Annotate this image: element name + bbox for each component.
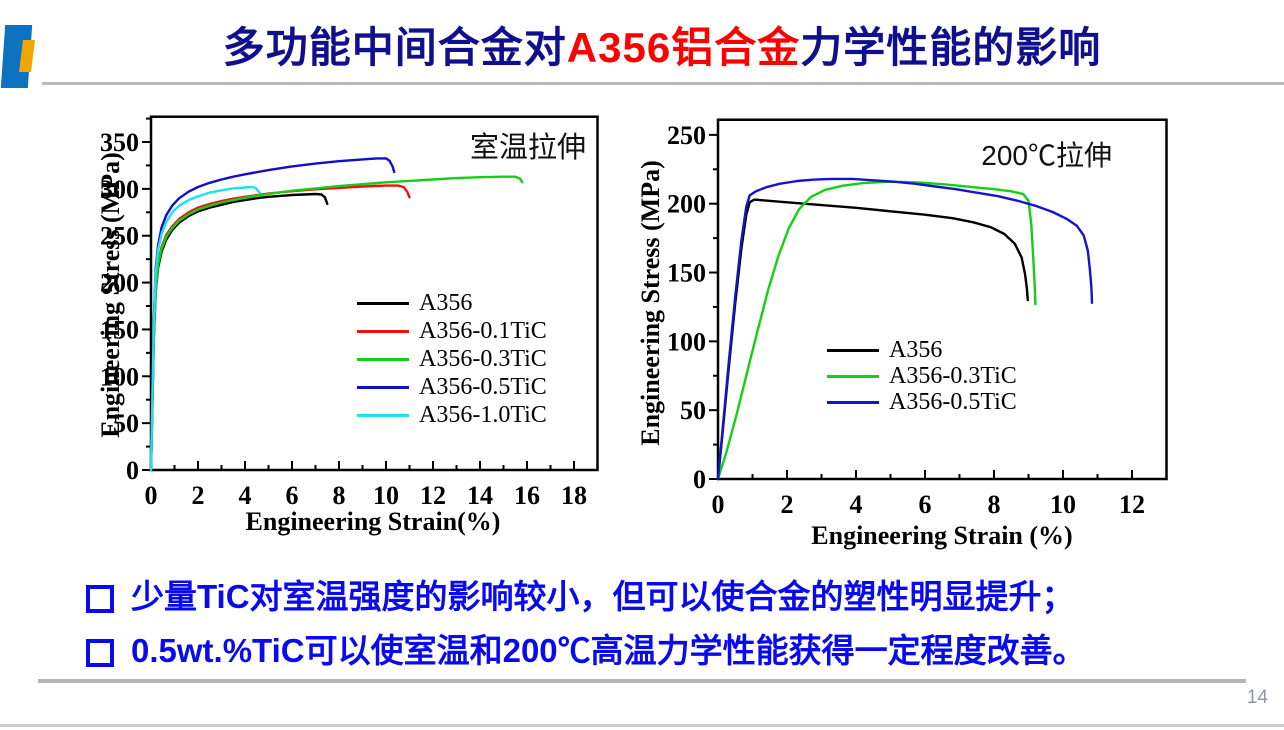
svg-text:6: 6	[919, 490, 932, 519]
legend-item: A356-0.5TiC	[357, 373, 547, 401]
svg-text:0: 0	[145, 481, 158, 510]
right-chart-annotation: 200℃拉伸	[981, 140, 1112, 171]
bullet-text: 少量TiC对室温强度的影响较小，但可以使合金的塑性明显提升；	[131, 578, 1075, 615]
svg-text:150: 150	[667, 259, 706, 288]
svg-text:2: 2	[192, 481, 205, 510]
room-temp-tensile-plot: 0 2 4 6 8 10 12 14 16 18 0 50 100 150 200 250 300 350	[100, 115, 599, 510]
svg-text:14: 14	[467, 481, 493, 510]
legend-swatch	[357, 357, 409, 361]
legend-swatch	[357, 329, 409, 333]
svg-text:150: 150	[100, 315, 139, 344]
left-chart-x-axis-label: Engineering Strain(%)	[245, 507, 501, 536]
series-curve-A356-0.3TiC	[149, 175, 524, 472]
bottom-edge-line	[0, 724, 1284, 727]
legend-label: A356-0.3TiC	[889, 362, 1017, 389]
svg-text:2: 2	[781, 490, 794, 519]
svg-text:300: 300	[100, 175, 139, 204]
bullet-text: 0.5wt.%TiC可以使室温和200℃高温力学性能获得一定程度改善。	[131, 632, 1086, 669]
legend-label: A356-0.3TiC	[419, 345, 547, 372]
bullet-square-icon	[86, 585, 114, 613]
svg-text:100: 100	[100, 362, 139, 391]
legend-item: A356	[357, 289, 547, 317]
left-chart-annotation: 室温拉伸	[469, 132, 586, 164]
title-suffix: 力学性能的影响	[800, 24, 1102, 71]
logo-orange-bar	[19, 40, 35, 72]
legend-swatch	[357, 385, 409, 389]
svg-text:4: 4	[850, 490, 863, 519]
svg-text:250: 250	[667, 121, 706, 150]
bullet-item: 0.5wt.%TiC可以使室温和200℃高温力学性能获得一定程度改善。	[86, 630, 1254, 671]
svg-text:6: 6	[286, 481, 299, 510]
svg-text:350: 350	[100, 128, 139, 157]
title-divider	[42, 82, 1284, 85]
svg-text:16: 16	[514, 481, 540, 510]
series-curve-A356-0.3TiC	[716, 180, 1037, 481]
svg-text:8: 8	[988, 490, 1001, 519]
svg-text:8: 8	[333, 481, 346, 510]
svg-text:200: 200	[667, 190, 706, 219]
right-chart-y-axis-label: Engineering Stress (MPa)	[636, 160, 665, 446]
legend-label: A356-1.0TiC	[419, 401, 547, 428]
legend-item: A356-0.5TiC	[827, 389, 1017, 415]
svg-text:10: 10	[1050, 490, 1076, 519]
legend-label: A356-0.5TiC	[419, 373, 547, 400]
legend-label: A356-0.1TiC	[419, 317, 547, 344]
legend-swatch	[827, 374, 879, 378]
title-highlight: A356铝合金	[566, 24, 801, 71]
svg-text:0: 0	[126, 456, 139, 485]
svg-text:0: 0	[693, 465, 706, 494]
legend-swatch	[827, 400, 879, 404]
legend-swatch	[357, 301, 409, 305]
series-curve-A356-0.5TiC	[716, 177, 1094, 481]
legend-swatch	[827, 348, 879, 352]
series-curve-A356	[149, 192, 329, 472]
page-title: 多功能中间合金对A356铝合金力学性能的影响	[60, 14, 1264, 75]
bullet-item: 少量TiC对室温强度的影响较小，但可以使合金的塑性明显提升；	[86, 576, 1254, 617]
title-prefix: 多功能中间合金对	[222, 24, 567, 71]
right-chart-x-axis-label: Engineering Strain (%)	[811, 521, 1073, 550]
left-chart-legend: A356 A356-0.1TiC A356-0.3TiC A356-0.5TiC A35…	[357, 289, 547, 429]
svg-text:50: 50	[680, 396, 706, 425]
high-temp-tensile-plot: 0 2 4 6 8 10 12 0 50 100 150 200 250	[667, 118, 1168, 519]
legend-item: A356-0.1TiC	[357, 317, 547, 345]
page-number: 14	[1246, 687, 1268, 708]
svg-text:0: 0	[712, 490, 725, 519]
legend-item: A356-0.3TiC	[827, 363, 1017, 389]
series-curve-A356-1.0TiC	[149, 185, 261, 472]
svg-text:200: 200	[100, 269, 139, 298]
svg-text:4: 4	[239, 481, 252, 510]
svg-text:12: 12	[420, 481, 446, 510]
footer-divider	[38, 679, 1246, 683]
svg-text:12: 12	[1119, 490, 1145, 519]
svg-text:10: 10	[373, 481, 399, 510]
legend-item: A356-1.0TiC	[357, 401, 547, 429]
legend-item: A356-0.3TiC	[357, 345, 547, 373]
svg-text:250: 250	[100, 222, 139, 251]
svg-text:18: 18	[561, 481, 587, 510]
legend-label: A356	[419, 289, 473, 316]
left-chart-y-axis-label: Engineering Stress (MPa)	[96, 152, 125, 438]
svg-text:100: 100	[667, 327, 706, 356]
right-chart-legend: A356 A356-0.3TiC A356-0.5TiC	[827, 337, 1017, 415]
legend-swatch	[357, 413, 409, 417]
bullet-square-icon	[86, 639, 114, 667]
svg-text:50: 50	[113, 409, 139, 438]
legend-label: A356-0.5TiC	[889, 388, 1017, 415]
legend-label: A356	[889, 336, 943, 363]
legend-item: A356	[827, 337, 1017, 363]
